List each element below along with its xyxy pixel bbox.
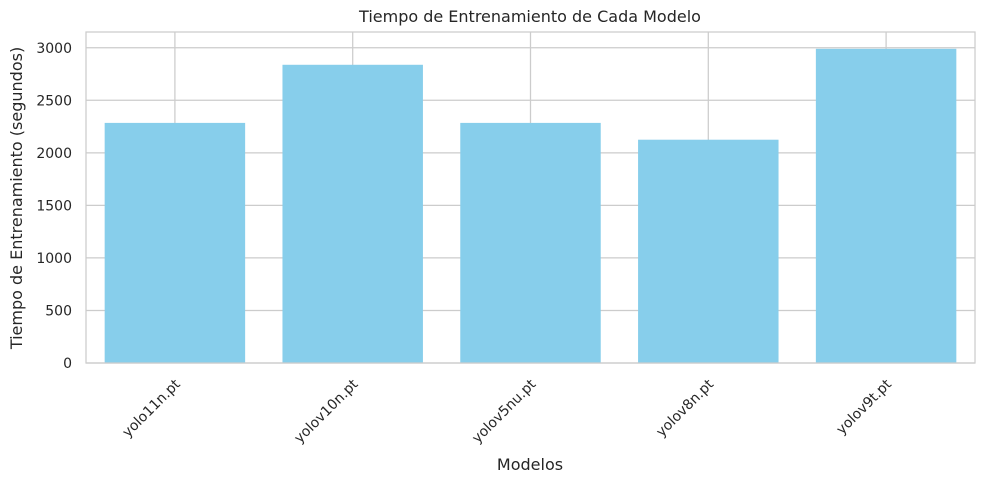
y-tick-label: 2000 [36,146,72,162]
bar-yolov5nu-pt [460,122,601,364]
y-tick-label: 2500 [36,93,72,109]
bar-yolov9t-pt [815,48,957,364]
y-axis-ticks: 0 500 1000 1500 2000 2500 3000 [36,41,72,372]
y-axis-label: Tiempo de Entrenamiento (segundos) [7,47,26,350]
bar-yolov10n-pt [282,64,423,363]
y-tick-label: 500 [45,303,72,319]
x-tick-label: yolov9t.pt [834,376,896,438]
x-tick-label: yolov10n.pt [291,376,361,446]
x-axis-ticks: yolo11n.pt yolov10n.pt yolov5nu.pt yolov8n.… [120,376,896,446]
y-tick-label: 1000 [36,251,72,267]
plot-frame [85,31,976,364]
bars [104,48,957,364]
chart-title: Tiempo de Entrenamiento de Cada Modelo [358,7,701,26]
x-axis-label: Modelos [497,455,563,474]
bar-yolo11n-pt [104,122,246,364]
y-tick-label: 3000 [36,41,72,57]
y-tick-label: 0 [63,356,72,372]
x-tick-label: yolov8n.pt [653,376,717,440]
y-tick-label: 1500 [36,198,72,214]
x-tick-label: yolov5nu.pt [469,376,539,446]
x-tick-label: yolo11n.pt [120,376,185,441]
bar-yolov8n-pt [638,139,779,363]
